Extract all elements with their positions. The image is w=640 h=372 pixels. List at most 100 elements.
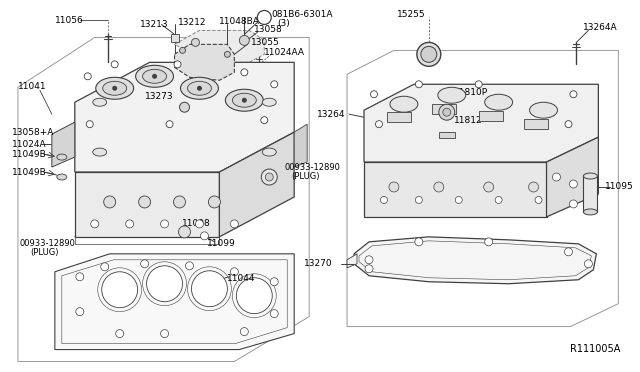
Ellipse shape (102, 81, 127, 95)
Circle shape (570, 180, 577, 188)
Circle shape (161, 220, 168, 228)
Ellipse shape (93, 148, 107, 156)
Polygon shape (175, 44, 234, 80)
Polygon shape (294, 124, 307, 167)
Circle shape (434, 182, 444, 192)
Circle shape (484, 182, 493, 192)
Circle shape (111, 61, 118, 68)
Circle shape (197, 86, 202, 91)
Ellipse shape (438, 87, 466, 103)
Circle shape (147, 266, 182, 302)
Circle shape (443, 108, 451, 116)
Circle shape (100, 263, 109, 271)
Ellipse shape (225, 89, 263, 111)
Ellipse shape (188, 81, 211, 95)
Circle shape (529, 182, 538, 192)
Circle shape (225, 51, 230, 57)
Circle shape (484, 238, 493, 246)
Text: 11044: 11044 (227, 274, 256, 283)
Ellipse shape (232, 93, 256, 107)
FancyBboxPatch shape (479, 111, 502, 121)
Polygon shape (354, 237, 596, 284)
Text: 13058: 13058 (254, 25, 283, 34)
Circle shape (535, 196, 542, 203)
Circle shape (179, 226, 191, 238)
Circle shape (236, 278, 272, 314)
Ellipse shape (584, 173, 597, 179)
Ellipse shape (57, 174, 67, 180)
Ellipse shape (143, 69, 166, 83)
Polygon shape (364, 84, 598, 162)
Circle shape (376, 121, 383, 128)
Circle shape (112, 86, 117, 91)
Circle shape (455, 196, 462, 203)
Circle shape (270, 310, 278, 318)
Circle shape (242, 98, 247, 103)
Text: 13212: 13212 (177, 18, 206, 27)
Text: 081B6-6301A: 081B6-6301A (271, 10, 333, 19)
Circle shape (179, 102, 189, 112)
Text: 11024AA: 11024AA (264, 48, 305, 57)
Circle shape (116, 330, 124, 337)
Polygon shape (75, 172, 220, 237)
Circle shape (152, 74, 157, 79)
Text: 00933-12890: 00933-12890 (20, 239, 76, 248)
Circle shape (186, 262, 193, 270)
FancyBboxPatch shape (432, 104, 456, 114)
Text: 13058+A: 13058+A (12, 128, 54, 137)
Text: 11048BA: 11048BA (220, 17, 260, 26)
Circle shape (104, 196, 116, 208)
Text: 11041: 11041 (18, 82, 47, 91)
Circle shape (371, 91, 378, 98)
Text: 11095: 11095 (605, 183, 634, 192)
Text: 11049B: 11049B (12, 150, 47, 158)
Text: 11049B: 11049B (12, 167, 47, 177)
Circle shape (415, 81, 422, 88)
Text: 13213: 13213 (140, 20, 168, 29)
Text: 11098: 11098 (182, 219, 211, 228)
Text: 15255: 15255 (397, 10, 426, 19)
Circle shape (421, 46, 437, 62)
Circle shape (552, 173, 561, 181)
Text: 11056: 11056 (55, 16, 84, 25)
FancyBboxPatch shape (584, 176, 597, 212)
Circle shape (195, 220, 204, 228)
Polygon shape (220, 132, 294, 237)
Polygon shape (55, 254, 294, 350)
Polygon shape (52, 122, 75, 167)
Circle shape (439, 104, 455, 120)
Text: 13055: 13055 (252, 38, 280, 47)
Circle shape (271, 81, 278, 88)
Text: B: B (261, 13, 267, 22)
Circle shape (270, 278, 278, 286)
FancyBboxPatch shape (524, 119, 547, 129)
Ellipse shape (57, 154, 67, 160)
Circle shape (417, 42, 441, 66)
Ellipse shape (584, 209, 597, 215)
Circle shape (265, 173, 273, 181)
Text: R111005A: R111005A (570, 344, 620, 353)
Circle shape (415, 196, 422, 203)
Ellipse shape (390, 96, 418, 112)
Circle shape (476, 81, 482, 88)
Circle shape (565, 121, 572, 128)
Circle shape (241, 328, 248, 336)
Text: 11810P: 11810P (454, 88, 488, 97)
Circle shape (365, 256, 373, 264)
Ellipse shape (93, 98, 107, 106)
Circle shape (495, 196, 502, 203)
Polygon shape (75, 62, 294, 172)
FancyBboxPatch shape (387, 112, 411, 122)
Circle shape (239, 35, 250, 45)
Circle shape (141, 260, 148, 268)
Ellipse shape (96, 77, 134, 99)
Ellipse shape (136, 65, 173, 87)
Circle shape (380, 196, 387, 203)
Text: 13270: 13270 (304, 259, 333, 268)
Ellipse shape (262, 98, 276, 106)
Circle shape (86, 121, 93, 128)
Text: 11024A: 11024A (12, 140, 47, 149)
Circle shape (564, 248, 572, 256)
Circle shape (191, 38, 200, 46)
Polygon shape (175, 31, 264, 62)
